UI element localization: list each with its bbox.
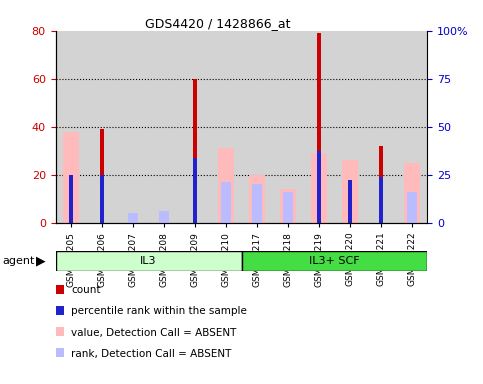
- Bar: [193, 158, 197, 223]
- Bar: [56, 251, 242, 271]
- Bar: [63, 131, 79, 223]
- Bar: [128, 213, 139, 223]
- Bar: [348, 180, 352, 223]
- Bar: [317, 151, 321, 223]
- Text: ▶: ▶: [36, 254, 46, 267]
- Text: IL3+ SCF: IL3+ SCF: [309, 256, 360, 266]
- Bar: [311, 153, 327, 223]
- Bar: [280, 189, 296, 223]
- Bar: [242, 251, 427, 271]
- Text: percentile rank within the sample: percentile rank within the sample: [71, 306, 247, 316]
- Text: GDS4420 / 1428866_at: GDS4420 / 1428866_at: [144, 17, 290, 30]
- Text: rank, Detection Call = ABSENT: rank, Detection Call = ABSENT: [71, 349, 232, 359]
- Bar: [193, 79, 197, 223]
- Bar: [158, 211, 170, 223]
- Bar: [283, 192, 293, 223]
- Bar: [100, 175, 104, 223]
- Bar: [379, 177, 383, 223]
- Text: value, Detection Call = ABSENT: value, Detection Call = ABSENT: [71, 328, 237, 338]
- Bar: [404, 163, 420, 223]
- Bar: [100, 129, 104, 223]
- Bar: [252, 184, 262, 223]
- Bar: [218, 148, 234, 223]
- Bar: [342, 161, 358, 223]
- Text: count: count: [71, 285, 101, 295]
- Text: IL3: IL3: [140, 256, 157, 266]
- Bar: [249, 175, 265, 223]
- Bar: [407, 192, 417, 223]
- Bar: [379, 146, 383, 223]
- Bar: [221, 182, 231, 223]
- Bar: [69, 175, 73, 223]
- Text: agent: agent: [2, 256, 35, 266]
- Bar: [317, 33, 321, 223]
